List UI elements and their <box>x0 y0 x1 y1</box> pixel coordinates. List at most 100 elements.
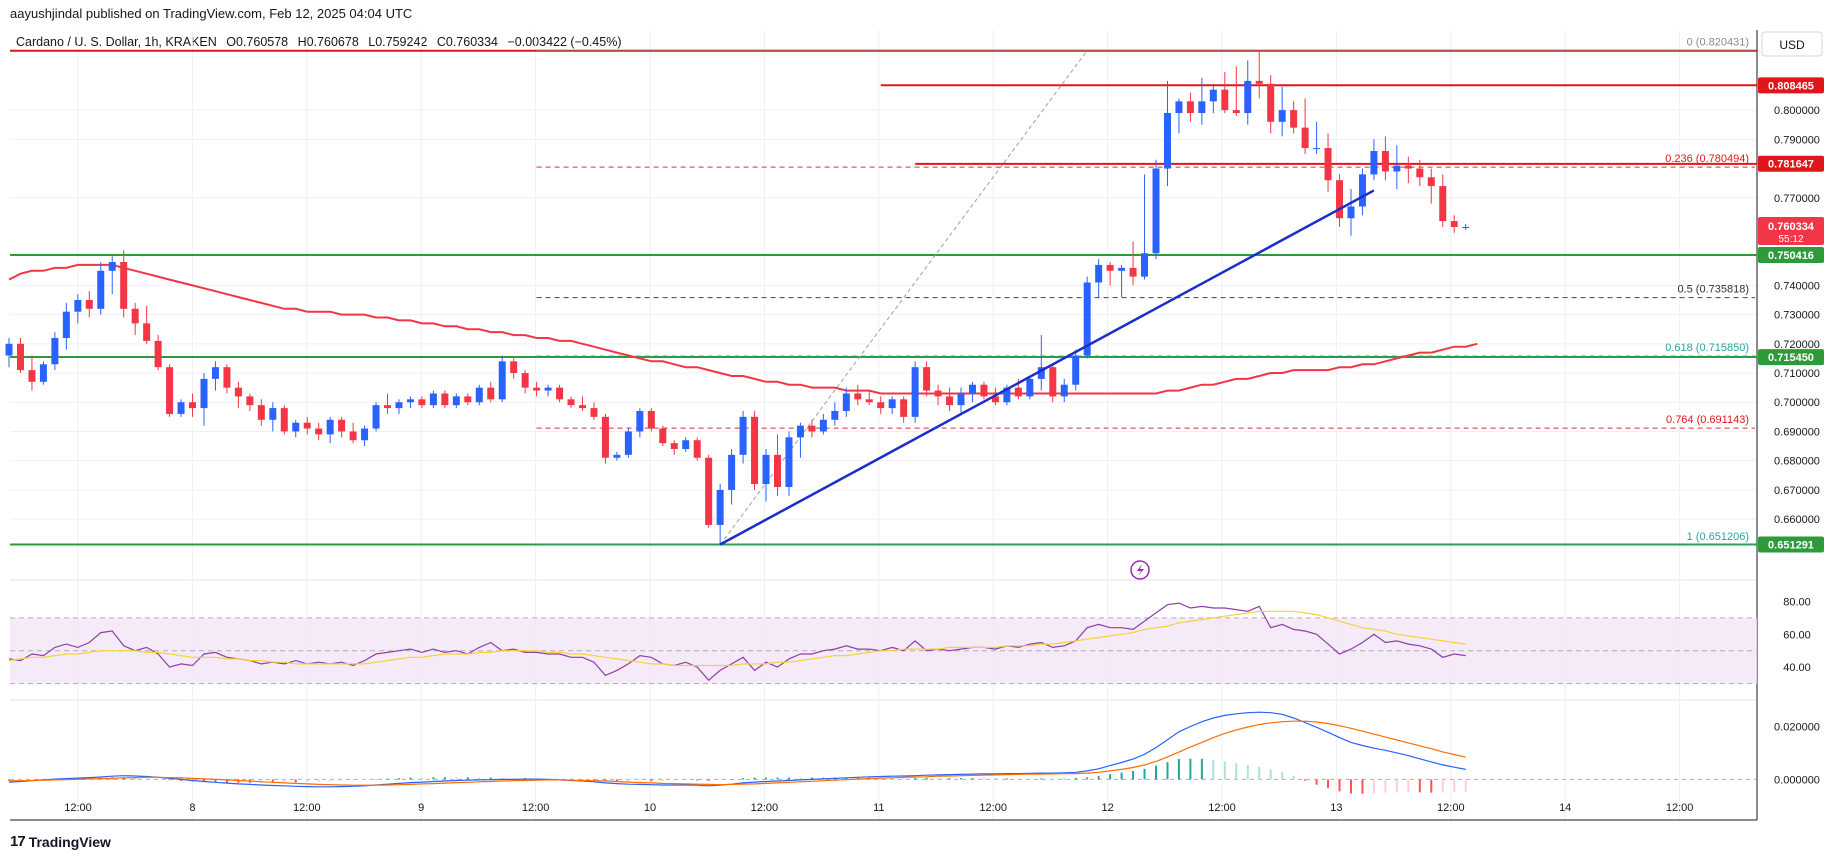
macd-histogram-bar <box>1361 779 1364 794</box>
price-badge <box>1758 246 1824 263</box>
macd-histogram-bar <box>512 778 515 780</box>
candle-body <box>441 393 449 406</box>
macd-histogram-bar <box>1200 758 1203 780</box>
trendline <box>719 189 1375 546</box>
macd-histogram-bar <box>856 777 859 780</box>
candle-body <box>1186 101 1194 114</box>
candle-body <box>865 399 873 403</box>
candle-body <box>120 262 128 309</box>
price-badge <box>1758 216 1824 245</box>
macd-histogram-bar <box>306 779 309 783</box>
candle-body <box>1014 387 1022 397</box>
candle-body <box>234 387 242 397</box>
candle-body <box>1141 253 1149 277</box>
candle-body <box>751 416 759 485</box>
ohlc-low: L0.759242 <box>368 35 428 49</box>
candle-body <box>624 431 632 455</box>
candle-body <box>211 367 219 379</box>
macd-histogram-bar <box>329 779 332 782</box>
price-badge-label: 0.651291 <box>1768 540 1814 552</box>
time-tick-label: 8 <box>189 802 195 814</box>
candle-body <box>39 364 47 382</box>
macd-histogram-bar <box>1395 779 1398 793</box>
macd-histogram-bar <box>684 779 687 781</box>
price-tick-label: 0.690000 <box>1774 426 1820 438</box>
symbol-title[interactable]: Cardano / U. S. Dollar, 1h, KRAKEN <box>16 35 217 49</box>
macd-histogram-bar <box>1074 778 1077 780</box>
price-tick-label: 0.660000 <box>1774 514 1820 526</box>
lightning-icon[interactable] <box>1130 560 1150 580</box>
macd-histogram-bar <box>765 777 768 780</box>
candle-body <box>62 311 70 338</box>
rsi-pane <box>8 602 1757 685</box>
rsi-tick-label: 80.00 <box>1783 596 1811 608</box>
macd-histogram-bar <box>627 779 630 782</box>
candle-body <box>1072 355 1080 385</box>
candles <box>5 51 1470 546</box>
macd-histogram-bar <box>753 777 756 780</box>
macd-histogram-bar <box>1028 778 1031 780</box>
tradingview-brand[interactable]: 17 TradingView <box>10 833 111 850</box>
macd-histogram-bar <box>615 779 618 782</box>
candle-body <box>785 437 793 487</box>
candle-body <box>85 300 93 309</box>
time-tick-label: 10 <box>644 802 656 814</box>
candle-body <box>590 408 598 417</box>
price-tick-label: 0.710000 <box>1774 368 1820 380</box>
price-badge-label: 0.781647 <box>1768 159 1814 171</box>
macd-histogram-bar <box>891 777 894 780</box>
macd-histogram-bar <box>501 777 504 780</box>
candle-body <box>1381 151 1389 172</box>
macd-histogram-bar <box>604 779 607 782</box>
rsi-ma-line <box>8 610 1466 667</box>
candle-body <box>980 384 988 397</box>
time-tick-label: 12:00 <box>1666 802 1694 814</box>
candle-body <box>1106 264 1114 271</box>
time-tick-label: 9 <box>418 802 424 814</box>
price-badge <box>1758 536 1824 553</box>
macd-histogram-bar <box>1223 761 1226 780</box>
price-tick-label: 0.720000 <box>1774 339 1820 351</box>
macd-histogram-bar <box>145 778 148 780</box>
candle-body <box>108 262 116 271</box>
price-tick-label: 0.770000 <box>1774 193 1820 205</box>
macd-histogram-bar <box>1441 779 1444 793</box>
candle-body <box>1358 174 1366 207</box>
tradingview-logo-icon: 17 <box>10 833 26 850</box>
candle-body <box>1290 110 1298 128</box>
macd-histogram-bar <box>1246 765 1249 780</box>
fib-level-label: 0.236 (0.780494) <box>1665 153 1749 165</box>
rsi-tick-label: 40.00 <box>1783 662 1811 674</box>
candle-body <box>796 425 804 438</box>
candle-body <box>1118 267 1126 271</box>
candle-body <box>28 370 36 382</box>
candle-body <box>464 396 472 403</box>
candle-body <box>5 343 13 356</box>
candle-body <box>1060 384 1068 397</box>
candle-body <box>1037 367 1045 379</box>
fib-level-label: 0.618 (0.715850) <box>1665 342 1749 354</box>
candle-body <box>1003 387 1011 403</box>
time-tick-label: 12:00 <box>293 802 321 814</box>
macd-histogram-bar <box>1372 779 1375 794</box>
macd-histogram-bar <box>1063 778 1066 780</box>
candle-body <box>303 422 311 429</box>
moving-average <box>8 263 1478 395</box>
candle-body <box>911 367 919 417</box>
candle-body <box>429 393 437 406</box>
candle-body <box>1393 165 1401 172</box>
candle-body <box>257 405 265 420</box>
macd-histogram-bar <box>466 777 469 780</box>
candle-body <box>900 399 908 417</box>
candle-body <box>131 308 139 324</box>
macd-histogram-bar <box>19 779 22 781</box>
macd-histogram-bar <box>1143 768 1146 780</box>
candle-body <box>223 367 231 388</box>
currency-button[interactable]: USD <box>1761 31 1823 57</box>
price-tick-label: 0.700000 <box>1774 397 1820 409</box>
candle-body <box>1083 282 1091 356</box>
macd-histogram-bar <box>202 779 205 783</box>
time-tick-label: 12:00 <box>1437 802 1465 814</box>
rsi-tick-label: 60.00 <box>1783 629 1811 641</box>
